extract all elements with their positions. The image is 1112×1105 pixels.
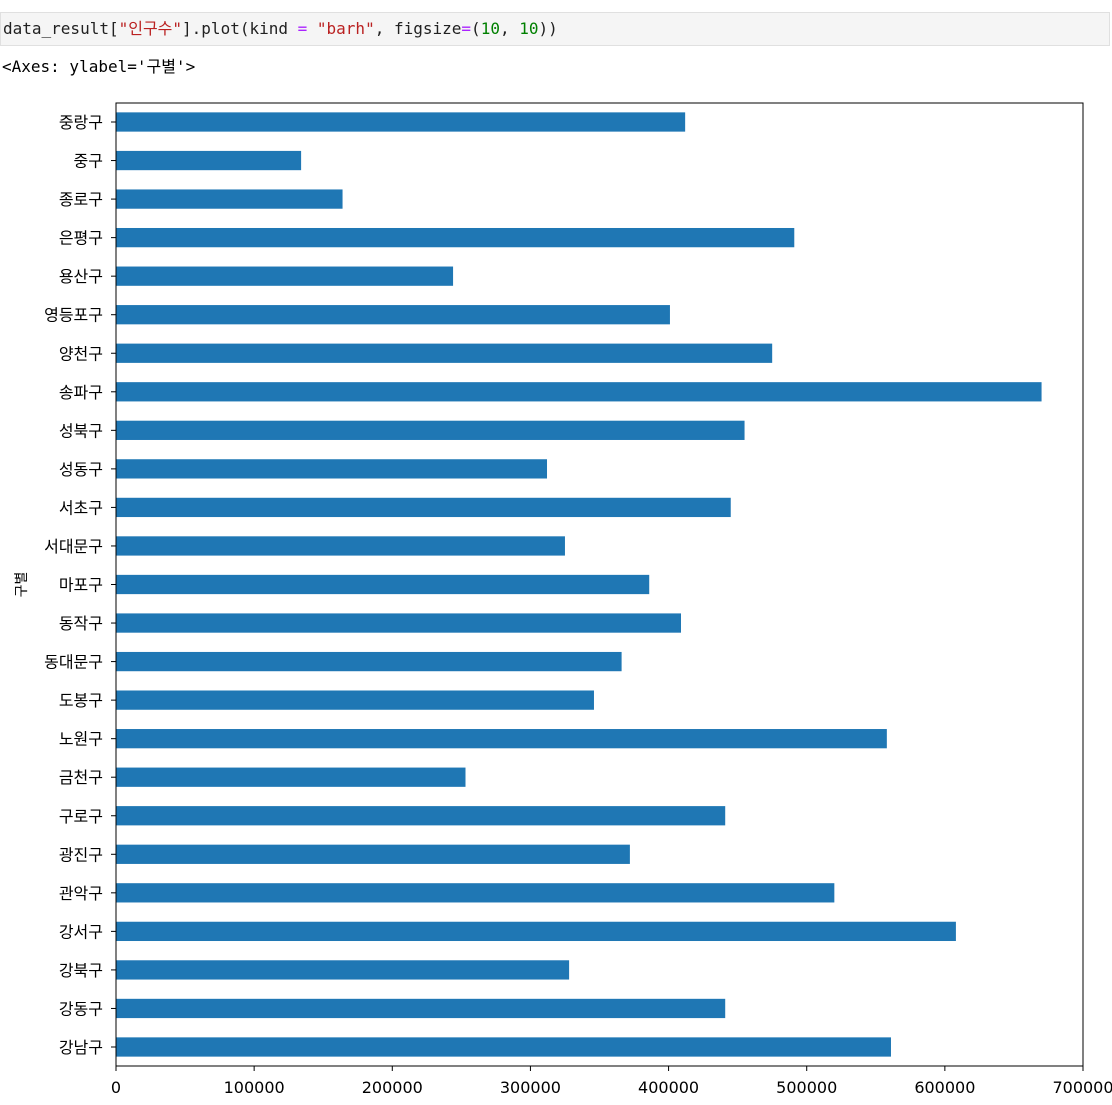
bar-강북구 xyxy=(116,960,570,980)
y-tick-label: 성북구 xyxy=(59,421,103,440)
y-tick-label: 강북구 xyxy=(59,961,103,980)
code-kind-value: "barh" xyxy=(307,19,375,38)
bar-중랑구 xyxy=(116,112,686,132)
y-tick-label: 강동구 xyxy=(59,999,103,1018)
output-text: <Axes: ylabel='구별'> xyxy=(2,57,196,76)
x-tick-label: 300000 xyxy=(500,1078,561,1097)
bar-성동구 xyxy=(116,459,548,479)
x-tick-label: 100000 xyxy=(224,1078,285,1097)
y-tick-label: 종로구 xyxy=(59,190,103,209)
y-tick-label: 성동구 xyxy=(59,460,103,479)
y-tick-label: 금천구 xyxy=(59,768,103,787)
y-tick-label: 양천구 xyxy=(59,344,103,363)
bar-도봉구 xyxy=(116,690,594,710)
x-tick-label: 600000 xyxy=(914,1078,975,1097)
bar-동작구 xyxy=(116,613,681,633)
code-eq1: = xyxy=(297,19,308,38)
x-tick-label: 700000 xyxy=(1052,1078,1112,1097)
y-tick-label: 중랑구 xyxy=(59,113,103,132)
y-tick-label: 동작구 xyxy=(59,614,103,633)
y-tick-label: 서대문구 xyxy=(44,537,103,556)
code-open: ( xyxy=(471,19,481,38)
y-tick-label: 동대문구 xyxy=(44,653,103,672)
x-tick-label: 200000 xyxy=(362,1078,423,1097)
bar-관악구 xyxy=(116,883,835,903)
bar-구로구 xyxy=(116,806,726,826)
bar-종로구 xyxy=(116,189,343,209)
bar-중구 xyxy=(116,150,302,171)
code-num2: 10 xyxy=(519,19,539,38)
bar-강남구 xyxy=(116,1037,891,1057)
x-tick-label: 0 xyxy=(111,1078,121,1097)
x-tick-label: 500000 xyxy=(776,1078,837,1097)
bar-광진구 xyxy=(116,844,630,864)
bar-용산구 xyxy=(116,266,454,286)
code-line: data_result["인구수"].plot(kind = "barh", f… xyxy=(3,19,558,39)
code-string-arg: "인구수" xyxy=(118,19,183,38)
bar-영등포구 xyxy=(116,305,670,325)
code-num1: 10 xyxy=(480,19,500,38)
y-tick-label: 서초구 xyxy=(59,498,103,517)
bar-마포구 xyxy=(116,574,650,595)
y-tick-label: 광진구 xyxy=(59,845,103,864)
bar-금천구 xyxy=(116,767,466,787)
bar-서대문구 xyxy=(116,536,565,556)
code-comma: , figsize xyxy=(374,19,462,38)
y-tick-label: 강남구 xyxy=(59,1038,103,1057)
bar-동대문구 xyxy=(116,651,622,672)
y-tick-label: 은평구 xyxy=(59,229,103,248)
bar-강동구 xyxy=(116,998,726,1019)
y-axis-label: 구별 xyxy=(14,572,30,598)
bar-은평구 xyxy=(116,227,795,248)
code-sep: , xyxy=(499,19,520,38)
y-tick-label: 도봉구 xyxy=(59,691,103,710)
code-cell[interactable]: data_result["인구수"].plot(kind = "barh", f… xyxy=(0,12,1110,46)
x-tick-label: 400000 xyxy=(638,1078,699,1097)
bar-성북구 xyxy=(116,420,745,440)
bar-강서구 xyxy=(116,921,956,942)
y-tick-label: 관악구 xyxy=(59,884,103,903)
code-mid: ].plot(kind xyxy=(182,19,298,38)
code-close: )) xyxy=(538,19,558,38)
y-tick-label: 영등포구 xyxy=(44,306,103,325)
y-tick-label: 구로구 xyxy=(59,807,103,826)
y-tick-label: 마포구 xyxy=(59,576,103,595)
bar-송파구 xyxy=(116,382,1042,402)
code-prefix: data_result[ xyxy=(3,19,119,38)
y-tick-label: 용산구 xyxy=(59,267,103,286)
bar-노원구 xyxy=(116,729,887,749)
y-tick-label: 중구 xyxy=(74,152,103,171)
code-eq2: = xyxy=(461,19,472,38)
y-tick-label: 강서구 xyxy=(59,922,103,941)
y-tick-label: 노원구 xyxy=(59,730,103,749)
bar-양천구 xyxy=(116,343,773,363)
bar-서초구 xyxy=(116,497,731,518)
y-tick-label: 송파구 xyxy=(59,383,103,402)
